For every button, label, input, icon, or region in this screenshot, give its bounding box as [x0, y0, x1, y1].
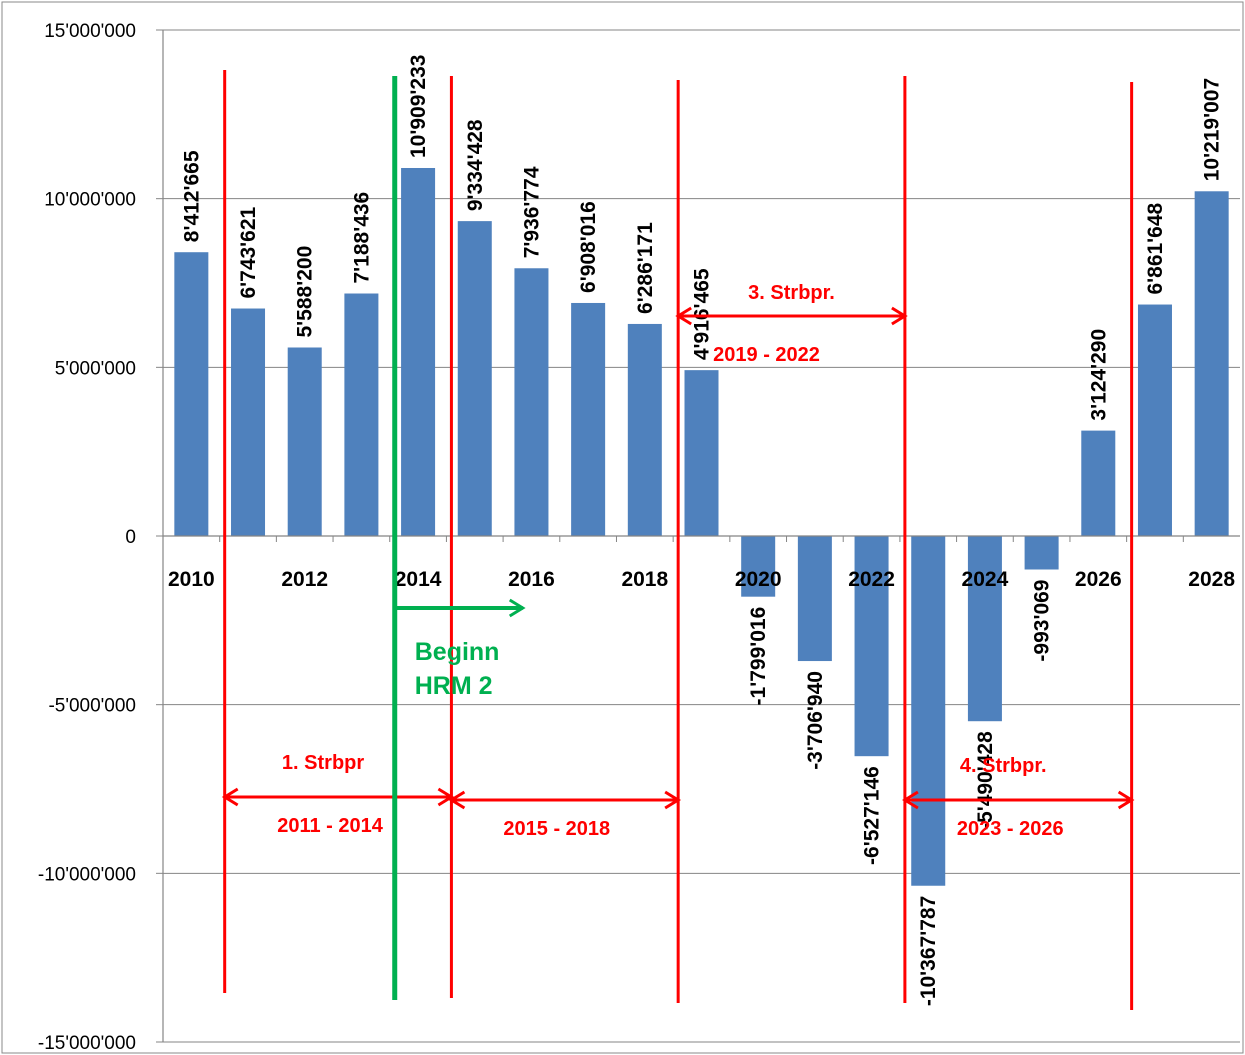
bar: [514, 268, 549, 536]
data-label: 7'936'774: [520, 166, 543, 258]
x-axis-tick-labels: 2010 2012 2014 2016 2018 2020 2022 2024 2026 2028: [168, 568, 1235, 591]
x-tick-label: 2010: [168, 568, 215, 591]
data-label: 8'412'665: [180, 150, 203, 242]
period-range: 2019 - 2022: [713, 344, 820, 366]
data-label: -5'490'428: [974, 731, 997, 830]
data-label: 6'908'016: [577, 201, 600, 293]
y-tick-label: -10'000'000: [38, 864, 136, 885]
data-label: 9'334'428: [464, 119, 487, 211]
bar: [287, 347, 322, 536]
y-tick-label: -5'000'000: [48, 696, 136, 717]
y-tick-label: 10'000'000: [44, 190, 136, 211]
bar: [231, 308, 266, 536]
x-tick-label: 2028: [1188, 568, 1235, 591]
y-tick-label: 5'000'000: [55, 358, 136, 379]
data-label: -10'367'787: [917, 896, 940, 1006]
x-tick-label: 2026: [1075, 568, 1122, 591]
period-name: 1. Strbpr: [282, 752, 364, 774]
data-label: 10'909'233: [407, 55, 430, 158]
period-range: 2023 - 2026: [957, 818, 1064, 840]
y-axis-tick-labels: 15'000'000 10'000'000 5'000'000 0 -5'000'000…: [38, 21, 136, 1054]
x-tick-label: 2024: [962, 568, 1009, 591]
bar: [797, 536, 832, 662]
bars: [174, 167, 1229, 886]
bar: [684, 370, 719, 536]
bar: [457, 221, 492, 536]
y-tick-label: -15'000'000: [38, 1033, 136, 1054]
period-name: 3. Strbpr.: [748, 282, 835, 304]
arrow-head: [664, 790, 682, 810]
data-label: -993'069: [1031, 579, 1054, 661]
period-annotations: 1. Strbpr 2011 - 2014 2015 - 2018 3. Strbpr…: [221, 70, 1135, 1010]
bar: [1194, 191, 1229, 537]
data-label: 10'219'007: [1201, 78, 1224, 181]
data-label: 5'588'200: [294, 246, 317, 338]
data-label: -6'527'146: [861, 766, 884, 865]
period-name: 4. Strbpr.: [960, 755, 1047, 777]
data-label: 6'861'648: [1144, 202, 1167, 294]
arrow-head: [437, 787, 455, 807]
period-range: 2015 - 2018: [503, 818, 610, 840]
bar: [911, 536, 946, 886]
bar: [174, 252, 209, 536]
arrow-head: [448, 790, 466, 810]
arrow-head: [508, 598, 526, 618]
bar: [344, 293, 379, 536]
bar: [627, 323, 662, 536]
data-label: -3'706'940: [804, 671, 827, 770]
data-label: 6'286'171: [634, 222, 657, 314]
arrow-head: [675, 306, 692, 326]
x-tick-label: 2012: [281, 568, 328, 591]
bar: [401, 167, 436, 536]
bar: [571, 302, 606, 536]
x-tick-label: 2020: [735, 568, 782, 591]
bar: [1137, 304, 1172, 536]
bar: [1024, 536, 1059, 570]
data-label: 7'188'436: [350, 192, 373, 284]
bar: [967, 536, 1002, 722]
arrow-head: [221, 787, 239, 807]
x-tick-label: 2016: [508, 568, 555, 591]
hrm-label: Beginn: [415, 638, 500, 666]
x-tick-label: 2022: [848, 568, 895, 591]
arrow-head: [891, 306, 908, 326]
hrm-label: HRM 2: [415, 672, 493, 700]
period-range: 2011 - 2014: [277, 815, 384, 837]
x-tick-label: 2014: [395, 568, 442, 591]
data-label: -1'799'016: [747, 607, 770, 706]
arrow-head: [902, 790, 919, 810]
data-label: 4'916'465: [691, 268, 714, 360]
bar: [854, 536, 889, 757]
data-label: 6'743'621: [237, 206, 260, 298]
arrow-head: [1117, 790, 1135, 810]
x-tick-label: 2018: [621, 568, 668, 591]
data-label: 3'124'290: [1087, 329, 1110, 421]
y-tick-label: 15'000'000: [44, 21, 136, 42]
bar: [1081, 430, 1116, 536]
data-labels: 8'412'665 6'743'621 5'588'200 7'188'436 10'9…: [180, 55, 1223, 1007]
y-tick-label: 0: [125, 527, 136, 548]
bar: [741, 536, 776, 597]
